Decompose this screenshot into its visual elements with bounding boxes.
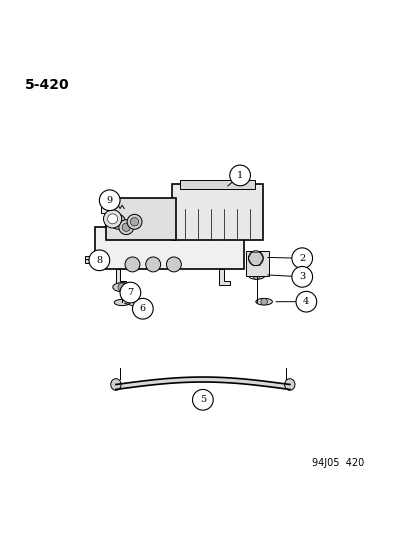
Circle shape xyxy=(229,165,250,186)
Circle shape xyxy=(252,272,260,279)
Text: 3: 3 xyxy=(298,272,305,281)
FancyBboxPatch shape xyxy=(171,184,262,240)
Circle shape xyxy=(122,223,130,231)
Circle shape xyxy=(291,248,312,269)
FancyBboxPatch shape xyxy=(180,180,254,189)
Circle shape xyxy=(120,282,140,303)
Polygon shape xyxy=(219,269,229,285)
Circle shape xyxy=(125,257,140,272)
FancyBboxPatch shape xyxy=(246,251,268,276)
Circle shape xyxy=(192,390,213,410)
Ellipse shape xyxy=(248,272,264,279)
Circle shape xyxy=(107,214,117,224)
Text: 5: 5 xyxy=(199,395,205,405)
Ellipse shape xyxy=(112,282,131,292)
FancyBboxPatch shape xyxy=(101,203,114,213)
Text: 5-420: 5-420 xyxy=(25,78,69,92)
Text: 94J05  420: 94J05 420 xyxy=(311,458,363,468)
Circle shape xyxy=(89,250,109,271)
Ellipse shape xyxy=(111,378,121,390)
Text: 6: 6 xyxy=(140,304,145,313)
Circle shape xyxy=(166,257,181,272)
FancyBboxPatch shape xyxy=(95,227,244,269)
Circle shape xyxy=(295,292,316,312)
Circle shape xyxy=(103,210,121,228)
Circle shape xyxy=(110,214,125,229)
Circle shape xyxy=(119,220,133,235)
Text: 2: 2 xyxy=(298,254,305,263)
Ellipse shape xyxy=(255,298,272,305)
Text: 9: 9 xyxy=(107,196,112,205)
Circle shape xyxy=(260,298,267,305)
FancyBboxPatch shape xyxy=(105,198,176,240)
Circle shape xyxy=(99,190,120,211)
Ellipse shape xyxy=(284,378,294,390)
Circle shape xyxy=(145,257,160,272)
Circle shape xyxy=(132,298,153,319)
Circle shape xyxy=(127,214,142,229)
Text: 1: 1 xyxy=(236,171,243,180)
Circle shape xyxy=(118,283,126,292)
Text: 7: 7 xyxy=(127,288,133,297)
Circle shape xyxy=(114,217,122,226)
Ellipse shape xyxy=(114,300,130,305)
FancyBboxPatch shape xyxy=(85,256,96,263)
Text: 8: 8 xyxy=(96,256,102,265)
Polygon shape xyxy=(116,269,126,285)
Circle shape xyxy=(291,266,312,287)
Circle shape xyxy=(248,251,263,265)
Text: 4: 4 xyxy=(302,297,309,306)
Circle shape xyxy=(130,217,138,226)
